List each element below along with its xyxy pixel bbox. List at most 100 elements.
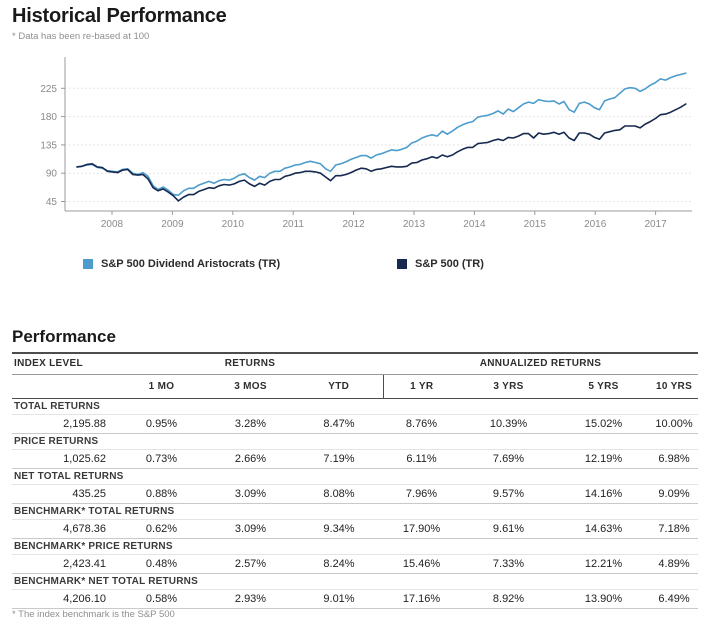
table-row: 2,195.88 0.95% 3.28% 8.47% 8.76% 10.39% … <box>12 414 699 434</box>
cell-value: 4.89% <box>650 554 699 574</box>
cell-value: 7.19% <box>295 449 383 469</box>
index-level-value: 2,423.41 <box>12 554 117 574</box>
svg-text:2015: 2015 <box>524 219 547 230</box>
table-row: BENCHMARK* TOTAL RETURNS <box>12 503 699 520</box>
column-header-3mos: 3 MOS <box>206 374 295 399</box>
cell-value: 6.11% <box>383 449 460 469</box>
cell-value: 9.34% <box>295 519 383 539</box>
cell-value: 9.57% <box>460 484 557 504</box>
svg-text:2014: 2014 <box>463 219 486 230</box>
table-row: BENCHMARK* PRICE RETURNS <box>12 538 699 555</box>
cell-value: 3.09% <box>206 484 295 504</box>
cell-value: 0.73% <box>117 449 206 469</box>
row-label: BENCHMARK* NET TOTAL RETURNS <box>12 573 699 590</box>
table-row: 1,025.62 0.73% 2.66% 7.19% 6.11% 7.69% 1… <box>12 449 699 469</box>
legend-label-sp500: S&P 500 (TR) <box>415 258 484 270</box>
column-header-1yr: 1 YR <box>382 374 460 399</box>
row-label: NET TOTAL RETURNS <box>12 468 699 485</box>
performance-table: INDEX LEVEL RETURNS ANNUALIZED RETURNS 1… <box>12 352 699 609</box>
cell-value: 17.90% <box>383 519 460 539</box>
index-level-value: 4,678.36 <box>12 519 117 539</box>
table-row: BENCHMARK* NET TOTAL RETURNS <box>12 573 699 590</box>
svg-text:2009: 2009 <box>161 219 184 230</box>
group-header-returns: RETURNS <box>117 353 383 375</box>
cell-value: 7.33% <box>460 554 557 574</box>
cell-value: 12.21% <box>557 554 650 574</box>
row-label: BENCHMARK* TOTAL RETURNS <box>12 503 699 520</box>
svg-text:135: 135 <box>40 140 57 151</box>
cell-value: 7.69% <box>460 449 557 469</box>
cell-value: 7.96% <box>383 484 460 504</box>
column-header-3yrs: 3 YRS <box>460 374 557 399</box>
column-header-ytd: YTD <box>295 374 383 399</box>
cell-value: 8.76% <box>383 414 460 434</box>
cell-value: 9.61% <box>460 519 557 539</box>
table-row: 2,423.41 0.48% 2.57% 8.24% 15.46% 7.33% … <box>12 554 699 574</box>
cell-value: 0.62% <box>117 519 206 539</box>
cell-value: 0.95% <box>117 414 206 434</box>
cell-value: 17.16% <box>383 589 460 609</box>
row-label: BENCHMARK* PRICE RETURNS <box>12 538 699 555</box>
index-level-value: 2,195.88 <box>12 414 117 434</box>
rebase-note: * Data has been re-based at 100 <box>12 31 150 42</box>
index-level-value: 4,206.10 <box>12 589 117 609</box>
cell-value: 8.08% <box>295 484 383 504</box>
cell-value: 3.28% <box>206 414 295 434</box>
cell-value: 10.39% <box>460 414 557 434</box>
cell-value: 0.58% <box>117 589 206 609</box>
cell-value: 15.02% <box>557 414 650 434</box>
table-row: TOTAL RETURNS <box>12 398 699 415</box>
cell-value: 10.00% <box>650 414 699 434</box>
performance-chart: 45 90 135 180 225 2008 2009 2010 2011 2012 2013 201… <box>40 57 692 230</box>
svg-text:180: 180 <box>40 112 57 123</box>
group-header-annualized: ANNUALIZED RETURNS <box>383 353 699 375</box>
svg-text:2017: 2017 <box>644 219 667 230</box>
cell-value: 8.92% <box>460 589 557 609</box>
column-header-row: 1 MO 3 MOS YTD 1 YR 3 YRS 5 YRS 10 YRS <box>12 374 699 399</box>
index-level-value: 1,025.62 <box>12 449 117 469</box>
index-level-value: 435.25 <box>12 484 117 504</box>
cell-value: 14.16% <box>557 484 650 504</box>
svg-text:2012: 2012 <box>342 219 365 230</box>
column-header-1mo: 1 MO <box>117 374 206 399</box>
cell-value: 15.46% <box>383 554 460 574</box>
legend-label-aristocrats: S&P 500 Dividend Aristocrats (TR) <box>101 258 281 270</box>
cell-value: 9.01% <box>295 589 383 609</box>
cell-value: 6.49% <box>650 589 699 609</box>
group-header-index-level: INDEX LEVEL <box>12 353 117 375</box>
performance-heading: Performance <box>12 327 116 346</box>
legend-item-aristocrats: S&P 500 Dividend Aristocrats (TR) <box>83 258 280 270</box>
cell-value: 3.09% <box>206 519 295 539</box>
table-row: PRICE RETURNS <box>12 433 699 450</box>
cell-value: 6.98% <box>650 449 699 469</box>
cell-value: 8.24% <box>295 554 383 574</box>
legend-swatch-aristocrats <box>83 259 93 269</box>
table-row: 4,206.10 0.58% 2.93% 9.01% 17.16% 8.92% … <box>12 589 699 609</box>
cell-value: 12.19% <box>557 449 650 469</box>
cell-value: 8.47% <box>295 414 383 434</box>
cell-value: 7.18% <box>650 519 699 539</box>
legend-swatch-sp500 <box>397 259 407 269</box>
svg-text:2016: 2016 <box>584 219 607 230</box>
column-header-10yrs: 10 YRS <box>650 374 699 399</box>
cell-value: 14.63% <box>557 519 650 539</box>
table-row: 435.25 0.88% 3.09% 8.08% 7.96% 9.57% 14.… <box>12 484 699 504</box>
table-row: NET TOTAL RETURNS <box>12 468 699 485</box>
page-title: Historical Performance <box>12 5 227 27</box>
legend-item-sp500: S&P 500 (TR) <box>397 258 484 270</box>
row-label: PRICE RETURNS <box>12 433 699 450</box>
cell-value: 0.88% <box>117 484 206 504</box>
svg-text:2011: 2011 <box>282 219 304 230</box>
cell-value: 2.57% <box>206 554 295 574</box>
cell-value: 2.93% <box>206 589 295 609</box>
column-header-empty <box>12 374 117 399</box>
svg-text:45: 45 <box>46 197 58 208</box>
svg-text:2008: 2008 <box>101 219 124 230</box>
svg-text:2013: 2013 <box>403 219 426 230</box>
group-header-row: INDEX LEVEL RETURNS ANNUALIZED RETURNS <box>12 353 699 375</box>
table-row: 4,678.36 0.62% 3.09% 9.34% 17.90% 9.61% … <box>12 519 699 539</box>
cell-value: 0.48% <box>117 554 206 574</box>
cell-value: 9.09% <box>650 484 699 504</box>
cell-value: 2.66% <box>206 449 295 469</box>
svg-text:90: 90 <box>46 169 58 180</box>
